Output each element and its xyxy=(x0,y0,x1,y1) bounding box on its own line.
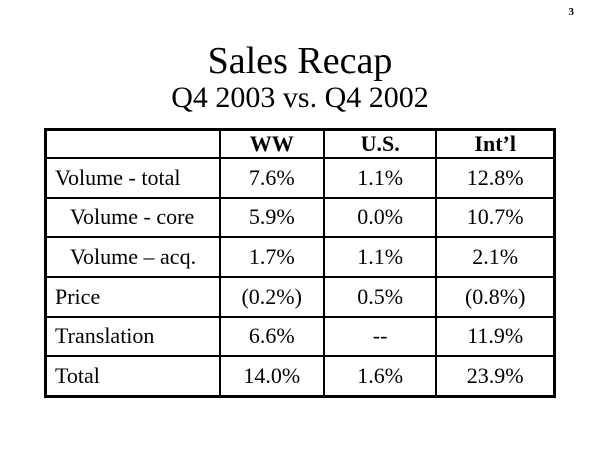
row-label: Total xyxy=(44,355,221,398)
row-label: Volume - core xyxy=(44,196,221,239)
cell-value: (0.8%) xyxy=(435,275,556,318)
cell-value: 6.6% xyxy=(218,315,325,358)
column-header-intl: Int’l xyxy=(435,128,556,159)
cell-value: 1.6% xyxy=(322,355,438,398)
table-row-volume-total: Volume - total 7.6% 1.1% 12.8% xyxy=(44,157,556,199)
column-header-us: U.S. xyxy=(322,128,438,159)
cell-value: 7.6% xyxy=(218,157,325,199)
row-label: Volume - total xyxy=(44,157,221,199)
column-header-empty xyxy=(44,128,221,159)
cell-value: 2.1% xyxy=(435,236,556,278)
cell-value: 23.9% xyxy=(435,355,556,398)
cell-value: 0.5% xyxy=(322,275,438,318)
row-label: Translation xyxy=(44,315,221,358)
cell-value: 12.8% xyxy=(435,157,556,199)
page-number: 3 xyxy=(568,6,575,18)
cell-value: 5.9% xyxy=(218,196,325,239)
cell-value: 1.1% xyxy=(322,236,438,278)
slide-title: Sales Recap xyxy=(207,40,393,82)
column-header-ww: WW xyxy=(218,128,325,159)
cell-value: 1.1% xyxy=(322,157,438,199)
table-row-total: Total 14.0% 1.6% 23.9% xyxy=(44,355,556,398)
cell-value: 11.9% xyxy=(435,315,556,358)
row-label: Volume – acq. xyxy=(44,236,221,278)
cell-value: (0.2%) xyxy=(218,275,325,318)
table-row-volume-core: Volume - core 5.9% 0.0% 10.7% xyxy=(44,196,556,239)
cell-value: 1.7% xyxy=(218,236,325,278)
slide-subtitle: Q4 2003 vs. Q4 2002 xyxy=(171,81,429,114)
cell-value: 10.7% xyxy=(435,196,556,239)
table-row-translation: Translation 6.6% -- 11.9% xyxy=(44,315,556,358)
cell-value: 14.0% xyxy=(218,355,325,398)
cell-value: 0.0% xyxy=(322,196,438,239)
cell-value: -- xyxy=(322,315,438,358)
table-row-price: Price (0.2%) 0.5% (0.8%) xyxy=(44,275,556,318)
row-label: Price xyxy=(44,275,221,318)
table-row-volume-acq: Volume – acq. 1.7% 1.1% 2.1% xyxy=(44,236,556,278)
sales-table: WW U.S. Int’l Volume - total 7.6% 1.1% 1… xyxy=(44,128,556,398)
header-row: WW U.S. Int’l xyxy=(44,128,556,159)
